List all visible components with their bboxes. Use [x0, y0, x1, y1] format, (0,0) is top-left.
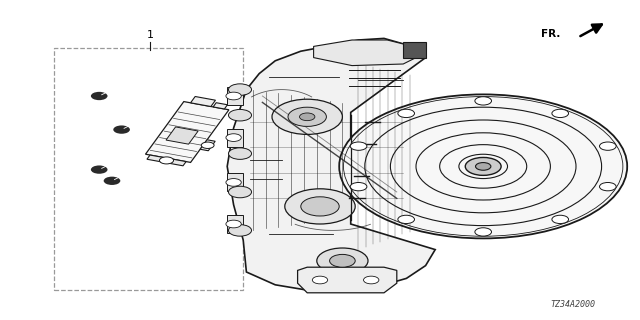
Circle shape — [350, 182, 367, 191]
Polygon shape — [227, 215, 243, 233]
Circle shape — [288, 107, 326, 126]
Circle shape — [600, 142, 616, 150]
Circle shape — [91, 92, 108, 100]
Text: TZ34A2000: TZ34A2000 — [550, 300, 595, 309]
FancyArrowPatch shape — [580, 24, 602, 36]
Circle shape — [475, 228, 492, 236]
Circle shape — [159, 157, 173, 164]
Circle shape — [226, 92, 241, 100]
Polygon shape — [227, 173, 243, 191]
Circle shape — [350, 142, 367, 150]
Circle shape — [228, 186, 252, 198]
Circle shape — [226, 179, 241, 186]
Polygon shape — [191, 97, 216, 107]
Circle shape — [317, 248, 368, 274]
Circle shape — [228, 84, 252, 95]
Text: 1: 1 — [147, 30, 154, 40]
Polygon shape — [145, 101, 229, 163]
Circle shape — [285, 189, 355, 224]
Circle shape — [465, 157, 501, 175]
Circle shape — [300, 113, 315, 121]
Text: FR.: FR. — [541, 28, 560, 39]
Polygon shape — [227, 129, 243, 147]
Polygon shape — [298, 267, 397, 293]
Circle shape — [228, 148, 252, 159]
Circle shape — [475, 97, 492, 105]
Circle shape — [552, 109, 568, 117]
Bar — [54, 48, 243, 290]
Circle shape — [301, 197, 339, 216]
Polygon shape — [314, 40, 416, 66]
Circle shape — [272, 99, 342, 134]
Circle shape — [113, 125, 130, 134]
Circle shape — [226, 220, 241, 228]
Polygon shape — [227, 87, 243, 105]
Circle shape — [202, 142, 214, 148]
Circle shape — [330, 254, 355, 267]
Circle shape — [226, 134, 241, 141]
Polygon shape — [403, 42, 426, 58]
Circle shape — [339, 94, 627, 238]
Circle shape — [312, 276, 328, 284]
Circle shape — [552, 215, 568, 224]
Circle shape — [398, 215, 415, 224]
Polygon shape — [166, 127, 198, 144]
Circle shape — [91, 165, 108, 174]
Circle shape — [600, 182, 616, 191]
Circle shape — [398, 109, 415, 117]
Circle shape — [364, 276, 379, 284]
Polygon shape — [227, 38, 435, 291]
Polygon shape — [213, 103, 227, 109]
Circle shape — [104, 177, 120, 185]
Polygon shape — [147, 155, 186, 166]
Polygon shape — [200, 140, 215, 151]
Circle shape — [228, 225, 252, 236]
Circle shape — [228, 109, 252, 121]
Circle shape — [476, 163, 491, 170]
